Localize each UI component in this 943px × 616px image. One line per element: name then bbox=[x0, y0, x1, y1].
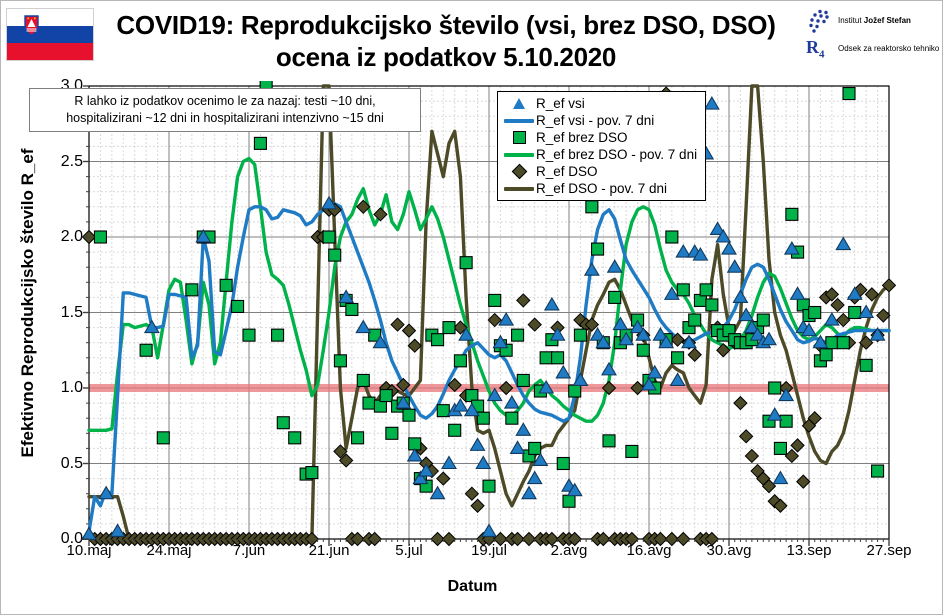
y-tick-label: 1.5 bbox=[60, 303, 83, 321]
ijs-dots-icon bbox=[809, 9, 829, 33]
legend-label: R_ef vsi bbox=[536, 95, 585, 111]
legend-label: R_ef DSO bbox=[536, 163, 598, 179]
legend-item[interactable]: R_ef brez DSO bbox=[502, 129, 697, 146]
y-tick-label: 0.0 bbox=[60, 530, 83, 547]
legend-item[interactable]: R_ef brez DSO - pov. 7 dni bbox=[502, 146, 697, 163]
chart-area: Efektivno Reprodukcijsko število R_ef Da… bbox=[1, 77, 943, 616]
x-tick-label: 21.jun bbox=[308, 542, 350, 559]
legend-item[interactable]: R_ef DSO - pov. 7 dni bbox=[502, 180, 697, 197]
x-tick-label: 13.sep bbox=[786, 542, 832, 559]
x-axis-label: Datum bbox=[447, 578, 498, 595]
series-markers bbox=[81, 96, 886, 541]
legend-line-swatch bbox=[502, 186, 536, 191]
legend-line-swatch bbox=[502, 118, 536, 123]
legend-label: R_ef brez DSO bbox=[536, 129, 628, 145]
legend-label: R_ef brez DSO - pov. 7 dni bbox=[536, 146, 698, 162]
chart-legend: R_ef vsi R_ef vsi - pov. 7 dni R_ef brez D… bbox=[497, 91, 707, 201]
x-tick-label: 30.avg bbox=[706, 542, 752, 559]
annotation-line-2: hospitalizirani ~12 dni in hospitalizira… bbox=[66, 110, 384, 125]
y-tick-label: 0.5 bbox=[60, 454, 83, 472]
title-line-2: ocena iz podatkov 5.10.2020 bbox=[275, 42, 617, 72]
x-tick-label: 10.maj bbox=[66, 542, 112, 559]
y-tick-label: 1.0 bbox=[60, 379, 83, 396]
x-tick-label: 7.jun bbox=[232, 542, 266, 559]
title-line-1: COVID19: Reprodukcijsko število (vsi, br… bbox=[116, 9, 776, 40]
annotation-box: R lahko iz podatkov ocenimo le za nazaj:… bbox=[29, 88, 421, 132]
legend-diamond-icon bbox=[502, 163, 536, 180]
y-tick-label: 2.0 bbox=[60, 228, 83, 245]
x-tick-label: 5.jul bbox=[395, 542, 423, 559]
coat-of-arms-icon bbox=[24, 15, 39, 36]
department-mark: R4 bbox=[806, 37, 825, 61]
legend-label: R_ef DSO - pov. 7 dni bbox=[536, 180, 668, 196]
x-axis-ticks: 10.maj 24.maj 7.jun 21.jun 5.jul 19.jul 2.avg 1… bbox=[1, 542, 943, 572]
institute-logo: Institut Jožef Stefan R4 Odsek za reakto… bbox=[798, 7, 940, 69]
slovenian-flag-icon bbox=[6, 8, 94, 61]
page-title: COVID19: Reprodukcijsko število (vsi, br… bbox=[96, 5, 796, 77]
x-tick-label: 2.avg bbox=[550, 542, 588, 559]
plot-canvas bbox=[81, 81, 897, 547]
x-tick-label: 16.avg bbox=[626, 542, 672, 559]
legend-item[interactable]: R_ef vsi bbox=[502, 95, 697, 112]
legend-item[interactable]: R_ef DSO bbox=[502, 163, 697, 180]
header: COVID19: Reprodukcijsko število (vsi, br… bbox=[1, 1, 943, 81]
institute-name: Institut Jožef Stefan bbox=[838, 16, 911, 25]
legend-line-swatch bbox=[502, 152, 536, 157]
series-line bbox=[87, 202, 891, 534]
series-line bbox=[87, 156, 891, 432]
legend-item[interactable]: R_ef vsi - pov. 7 dni bbox=[502, 112, 697, 129]
legend-triangle-icon bbox=[502, 98, 536, 109]
x-tick-label: 19.jul bbox=[471, 542, 507, 559]
legend-label: R_ef vsi - pov. 7 dni bbox=[536, 112, 655, 128]
department-name: Odsek za reaktorsko tehniko bbox=[838, 44, 940, 53]
legend-square-icon bbox=[502, 131, 536, 144]
x-tick-label: 27.sep bbox=[866, 542, 912, 559]
annotation-line-1: R lahko iz podatkov ocenimo le za nazaj:… bbox=[74, 94, 376, 108]
x-tick-label: 24.maj bbox=[146, 542, 192, 559]
y-tick-label: 2.5 bbox=[60, 152, 83, 170]
